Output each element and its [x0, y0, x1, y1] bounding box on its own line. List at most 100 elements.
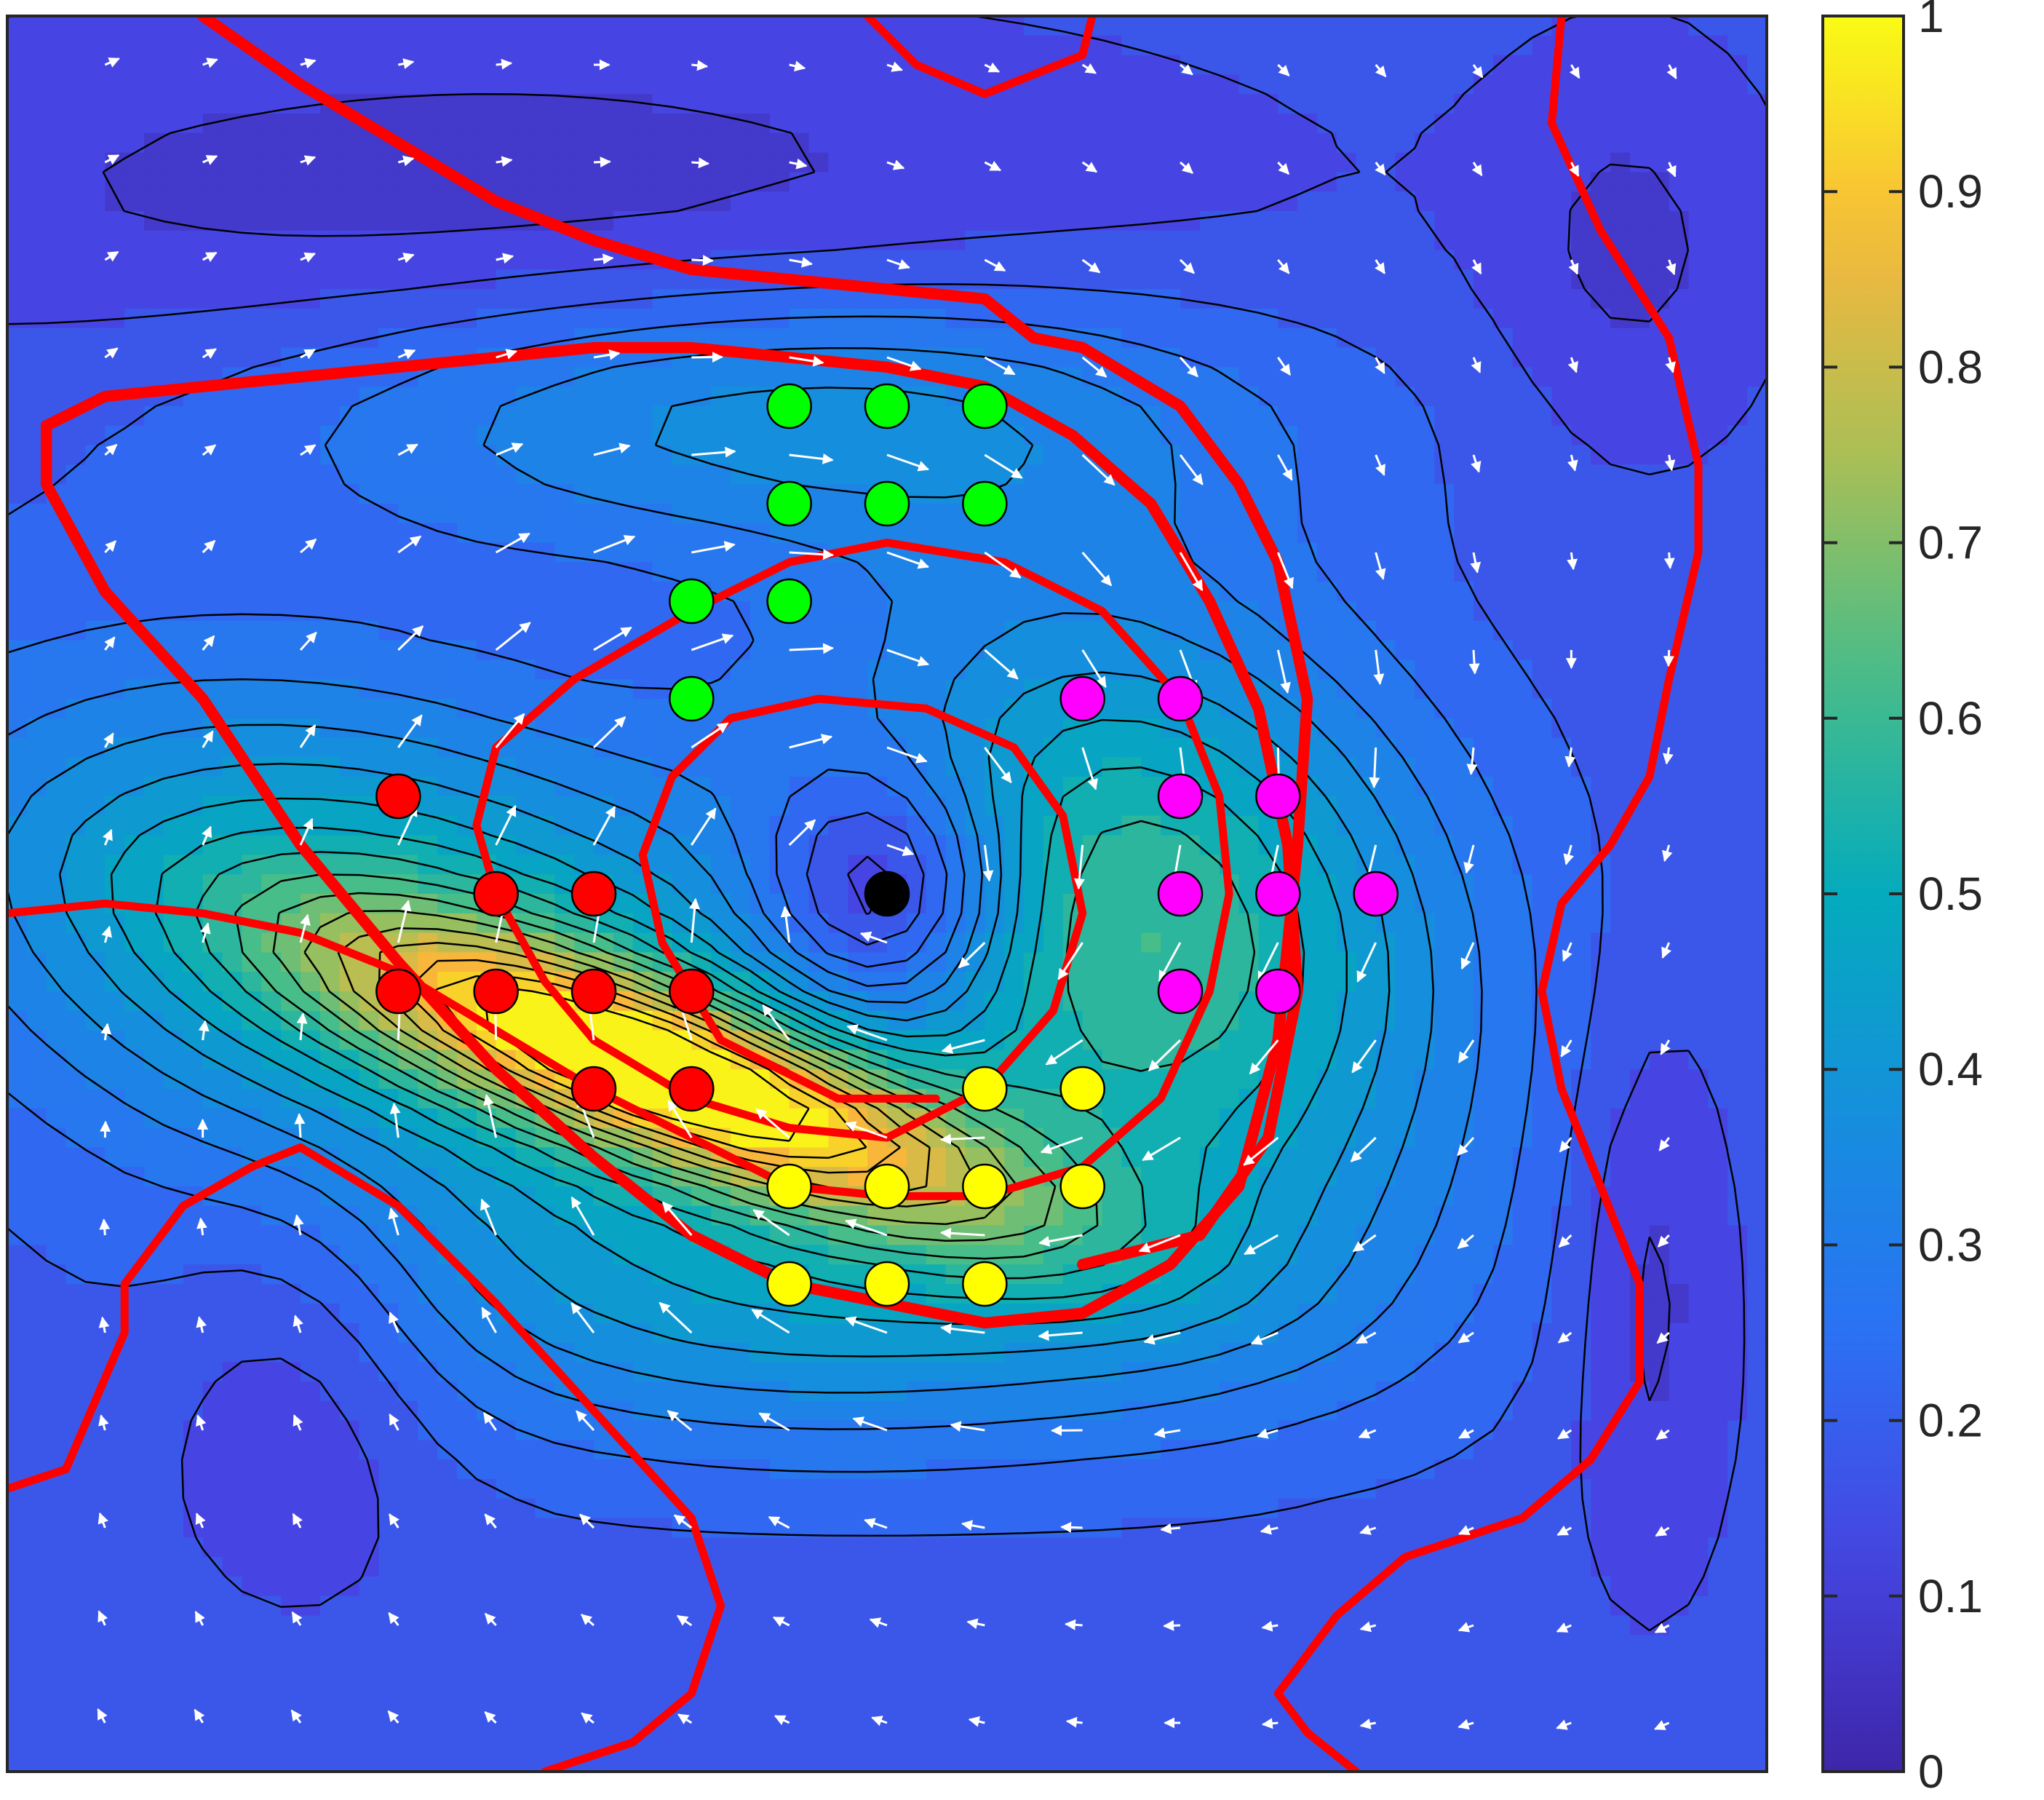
field-cell — [476, 1147, 497, 1168]
field-cell — [535, 406, 556, 427]
field-cell — [301, 406, 321, 427]
field-cell — [1024, 191, 1044, 212]
field-cell — [769, 679, 790, 699]
field-cell — [144, 1362, 164, 1382]
field-cell — [496, 1537, 517, 1558]
field-cell — [1024, 464, 1044, 485]
field-cell — [515, 1147, 536, 1168]
field-cell — [926, 114, 947, 134]
field-cell — [261, 1381, 282, 1402]
field-cell — [535, 309, 556, 329]
field-cell — [632, 1030, 653, 1051]
field-cell — [7, 1713, 28, 1734]
field-cell — [456, 1615, 477, 1636]
field-cell — [398, 1323, 419, 1344]
filled-contour-layer — [7, 16, 1767, 1772]
field-cell — [163, 1479, 184, 1499]
field-cell — [378, 328, 399, 349]
field-cell — [594, 1205, 614, 1226]
field-cell — [808, 620, 830, 641]
field-cell — [261, 191, 282, 212]
field-cell — [613, 55, 634, 76]
field-cell — [456, 1752, 477, 1772]
field-cell — [359, 211, 380, 231]
field-cell — [222, 250, 243, 271]
field-cell — [144, 679, 164, 699]
field-cell — [926, 1577, 947, 1597]
field-cell — [945, 114, 966, 134]
field-cell — [1043, 952, 1064, 973]
field-cell — [281, 1108, 301, 1129]
field-cell — [906, 679, 927, 699]
field-cell — [535, 1459, 556, 1480]
field-cell — [1004, 1420, 1025, 1441]
field-cell — [222, 777, 243, 797]
field-cell — [554, 855, 576, 876]
field-cell — [437, 1498, 458, 1519]
field-cell — [222, 1674, 243, 1694]
field-cell — [46, 114, 67, 134]
field-cell — [339, 347, 360, 368]
field-cell — [594, 35, 614, 56]
field-cell — [496, 1381, 517, 1402]
field-cell — [319, 1010, 341, 1031]
field-cell — [378, 35, 399, 56]
field-cell — [456, 132, 477, 154]
field-cell — [828, 1440, 849, 1461]
field-cell — [1043, 913, 1064, 934]
field-cell — [242, 1245, 263, 1266]
field-cell — [906, 1030, 927, 1051]
field-cell — [749, 1498, 771, 1519]
field-cell — [965, 211, 986, 231]
field-cell — [711, 640, 732, 661]
field-cell — [456, 16, 477, 36]
field-cell — [808, 16, 830, 36]
field-cell — [124, 1381, 146, 1402]
field-cell — [535, 620, 556, 641]
field-cell — [261, 328, 282, 349]
field-cell — [281, 484, 301, 504]
field-cell — [672, 932, 693, 953]
field-cell — [242, 659, 263, 681]
field-cell — [945, 1498, 966, 1519]
field-cell — [46, 74, 67, 95]
field-cell — [242, 1537, 263, 1558]
field-cell — [261, 74, 282, 95]
field-cell — [554, 1400, 576, 1422]
field-cell — [437, 1577, 458, 1597]
field-cell — [202, 406, 223, 427]
field-cell — [124, 1557, 146, 1577]
field-cell — [301, 757, 321, 778]
field-cell — [26, 1225, 47, 1246]
field-cell — [242, 425, 263, 446]
field-cell — [476, 1732, 497, 1753]
field-cell — [1004, 250, 1025, 271]
field-cell — [359, 16, 380, 36]
field-cell — [554, 425, 576, 446]
field-cell — [789, 718, 810, 739]
field-cell — [1024, 1518, 1044, 1539]
field-cell — [124, 932, 146, 953]
field-cell — [926, 406, 947, 427]
field-cell — [926, 952, 947, 973]
field-cell — [848, 1362, 869, 1382]
field-cell — [945, 523, 966, 544]
field-cell — [456, 1693, 477, 1714]
field-cell — [945, 913, 966, 934]
field-cell — [769, 1400, 790, 1422]
field-cell — [222, 1693, 243, 1714]
field-cell — [339, 1186, 360, 1207]
field-cell — [378, 191, 399, 212]
field-cell — [281, 1284, 301, 1304]
field-cell — [691, 523, 712, 544]
field-cell — [594, 445, 614, 466]
field-cell — [202, 1674, 223, 1694]
field-cell — [496, 230, 517, 251]
field-cell — [828, 582, 849, 602]
field-cell — [867, 1537, 888, 1558]
field-cell — [26, 1089, 47, 1109]
field-cell — [496, 74, 517, 95]
field-cell — [985, 1518, 1006, 1539]
field-cell — [437, 1654, 458, 1675]
field-cell — [1024, 1108, 1044, 1129]
